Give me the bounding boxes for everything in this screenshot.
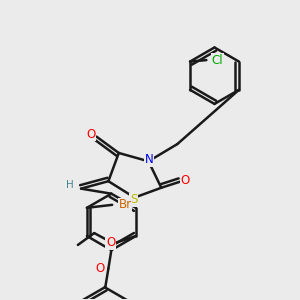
- Text: O: O: [106, 236, 115, 249]
- Text: H: H: [66, 180, 74, 190]
- Text: O: O: [180, 174, 190, 187]
- Text: Cl: Cl: [212, 54, 224, 67]
- Text: O: O: [86, 128, 96, 141]
- Text: O: O: [95, 262, 105, 275]
- Text: N: N: [145, 153, 154, 166]
- Text: S: S: [130, 194, 137, 206]
- Text: Br: Br: [119, 198, 132, 211]
